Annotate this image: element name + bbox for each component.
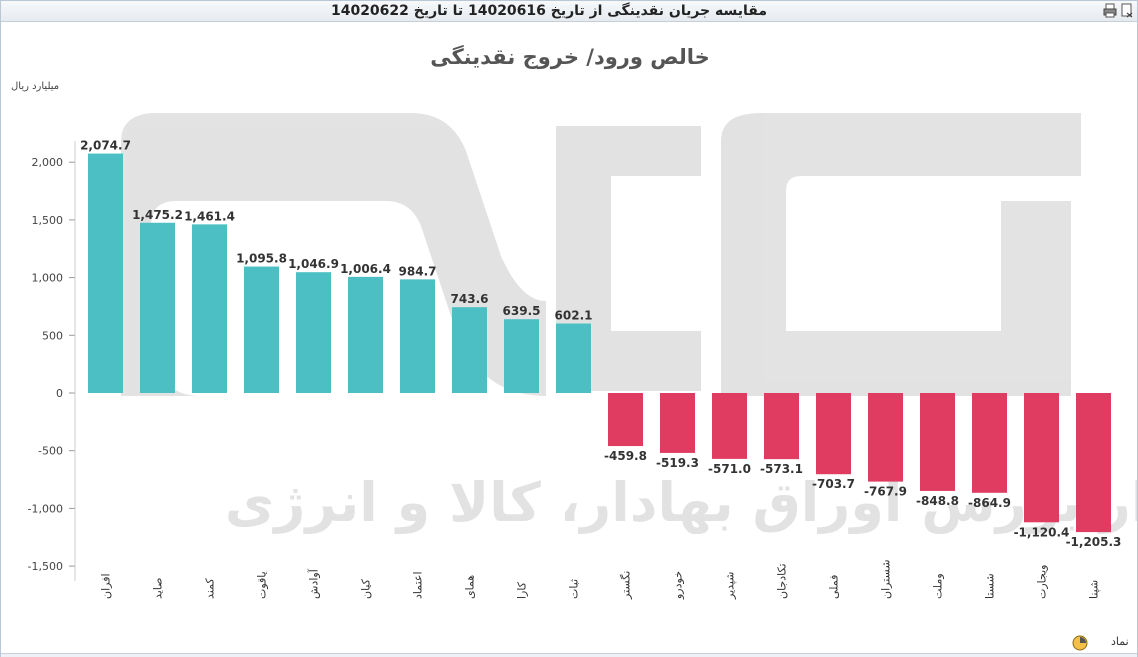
- window-title: مقایسه جریان نقدینگی از تاریخ 14020616 ت…: [330, 3, 768, 19]
- bar[interactable]: [972, 393, 1007, 493]
- data-label: -767.9: [864, 485, 907, 499]
- window-titlebar: مقایسه جریان نقدینگی از تاریخ 14020616 ت…: [1, 1, 1137, 22]
- x-tick-label: کارا: [516, 581, 529, 599]
- y-tick-label: -1,000: [28, 502, 63, 515]
- bar[interactable]: [140, 222, 175, 393]
- x-tick-label: شپدیر: [724, 572, 737, 600]
- y-tick-label: 1,500: [32, 214, 64, 227]
- bar[interactable]: [1076, 393, 1111, 533]
- data-label: 602.1: [555, 309, 593, 323]
- bar[interactable]: [556, 323, 591, 393]
- data-label: 1,461.4: [184, 209, 235, 223]
- bar[interactable]: [88, 153, 123, 393]
- data-label: -519.3: [656, 456, 699, 470]
- data-label: 639.5: [503, 304, 541, 318]
- y-tick-label: 500: [42, 329, 63, 342]
- x-tick-label: افران: [100, 573, 113, 599]
- data-label: -459.8: [604, 449, 647, 463]
- bar[interactable]: [868, 393, 903, 482]
- x-tick-label: وملت: [932, 573, 945, 599]
- bar[interactable]: [192, 224, 227, 393]
- chart-axes: 2,000 1,500 1,000 500 0 -500 -1,000 -1,500: [28, 141, 76, 581]
- data-label: 743.6: [451, 292, 489, 306]
- x-tick-label: شستا: [984, 573, 997, 599]
- bar[interactable]: [504, 319, 539, 393]
- bar[interactable]: [1024, 393, 1059, 523]
- x-tick-label: شستران: [880, 559, 893, 599]
- y-tick-label: -500: [38, 445, 63, 458]
- print-icon[interactable]: [1103, 3, 1117, 18]
- x-tick-label: کیان: [360, 578, 373, 599]
- x-tick-label: ویجارت: [1036, 565, 1049, 600]
- bar[interactable]: [764, 393, 799, 460]
- chart-title: خالص ورود/ خروج نقدینگی: [430, 45, 710, 69]
- x-tick-label: اعتماد: [412, 571, 425, 599]
- bar[interactable]: [920, 393, 955, 491]
- x-tick-label: کمند: [204, 578, 217, 599]
- bar[interactable]: [712, 393, 747, 459]
- y-tick-label: 1,000: [32, 272, 64, 285]
- bar[interactable]: [348, 276, 383, 393]
- data-label: -864.9: [968, 496, 1011, 510]
- chart-bars: 2,074.7 افران 1,475.2 صاید 1,461.4 کمند 1,095.…: [80, 139, 1121, 600]
- bar[interactable]: [608, 393, 643, 447]
- x-tick-label: خودرو: [672, 571, 685, 600]
- data-label: 1,046.9: [288, 257, 339, 271]
- x-tick-label: صاید: [152, 577, 165, 599]
- data-label: 984.7: [399, 264, 437, 278]
- data-label: 2,074.7: [80, 139, 131, 153]
- x-tick-label: فملی: [828, 575, 841, 599]
- data-label: 1,475.2: [132, 208, 183, 222]
- bar[interactable]: [400, 279, 435, 393]
- data-label: 1,006.4: [340, 262, 391, 276]
- x-tick-label: نگستر: [620, 571, 633, 600]
- bar[interactable]: [296, 272, 331, 393]
- x-axis-title: نماد: [1111, 635, 1129, 648]
- y-axis-unit-label: میلیارد ریال: [11, 81, 60, 92]
- data-label: -703.7: [812, 477, 855, 491]
- y-tick-label: 0: [56, 387, 63, 400]
- data-label: -573.1: [760, 462, 803, 476]
- x-tick-label: تکادجان: [776, 563, 789, 599]
- data-label: -848.8: [916, 494, 959, 508]
- data-label: -1,120.4: [1014, 525, 1070, 539]
- y-tick-label: 2,000: [32, 156, 64, 169]
- bar[interactable]: [244, 266, 279, 393]
- x-tick-label: ثبات: [568, 579, 581, 599]
- y-tick-label: -1,500: [28, 560, 63, 573]
- bar[interactable]: [816, 393, 851, 475]
- x-tick-label: آوادش: [307, 568, 321, 599]
- bottom-scroll-strip: [1, 653, 1137, 657]
- data-label: -571.0: [708, 462, 751, 476]
- x-tick-label: شپنا: [1088, 580, 1101, 599]
- bar[interactable]: [452, 307, 487, 393]
- chart-nav-icon[interactable]: [1071, 634, 1089, 652]
- x-tick-label: یاقوت: [256, 571, 269, 599]
- x-tick-label: همای: [464, 575, 477, 599]
- data-label: -1,205.3: [1066, 535, 1122, 549]
- export-icon[interactable]: [1120, 3, 1134, 18]
- bar[interactable]: [660, 393, 695, 453]
- data-label: 1,095.8: [236, 252, 287, 266]
